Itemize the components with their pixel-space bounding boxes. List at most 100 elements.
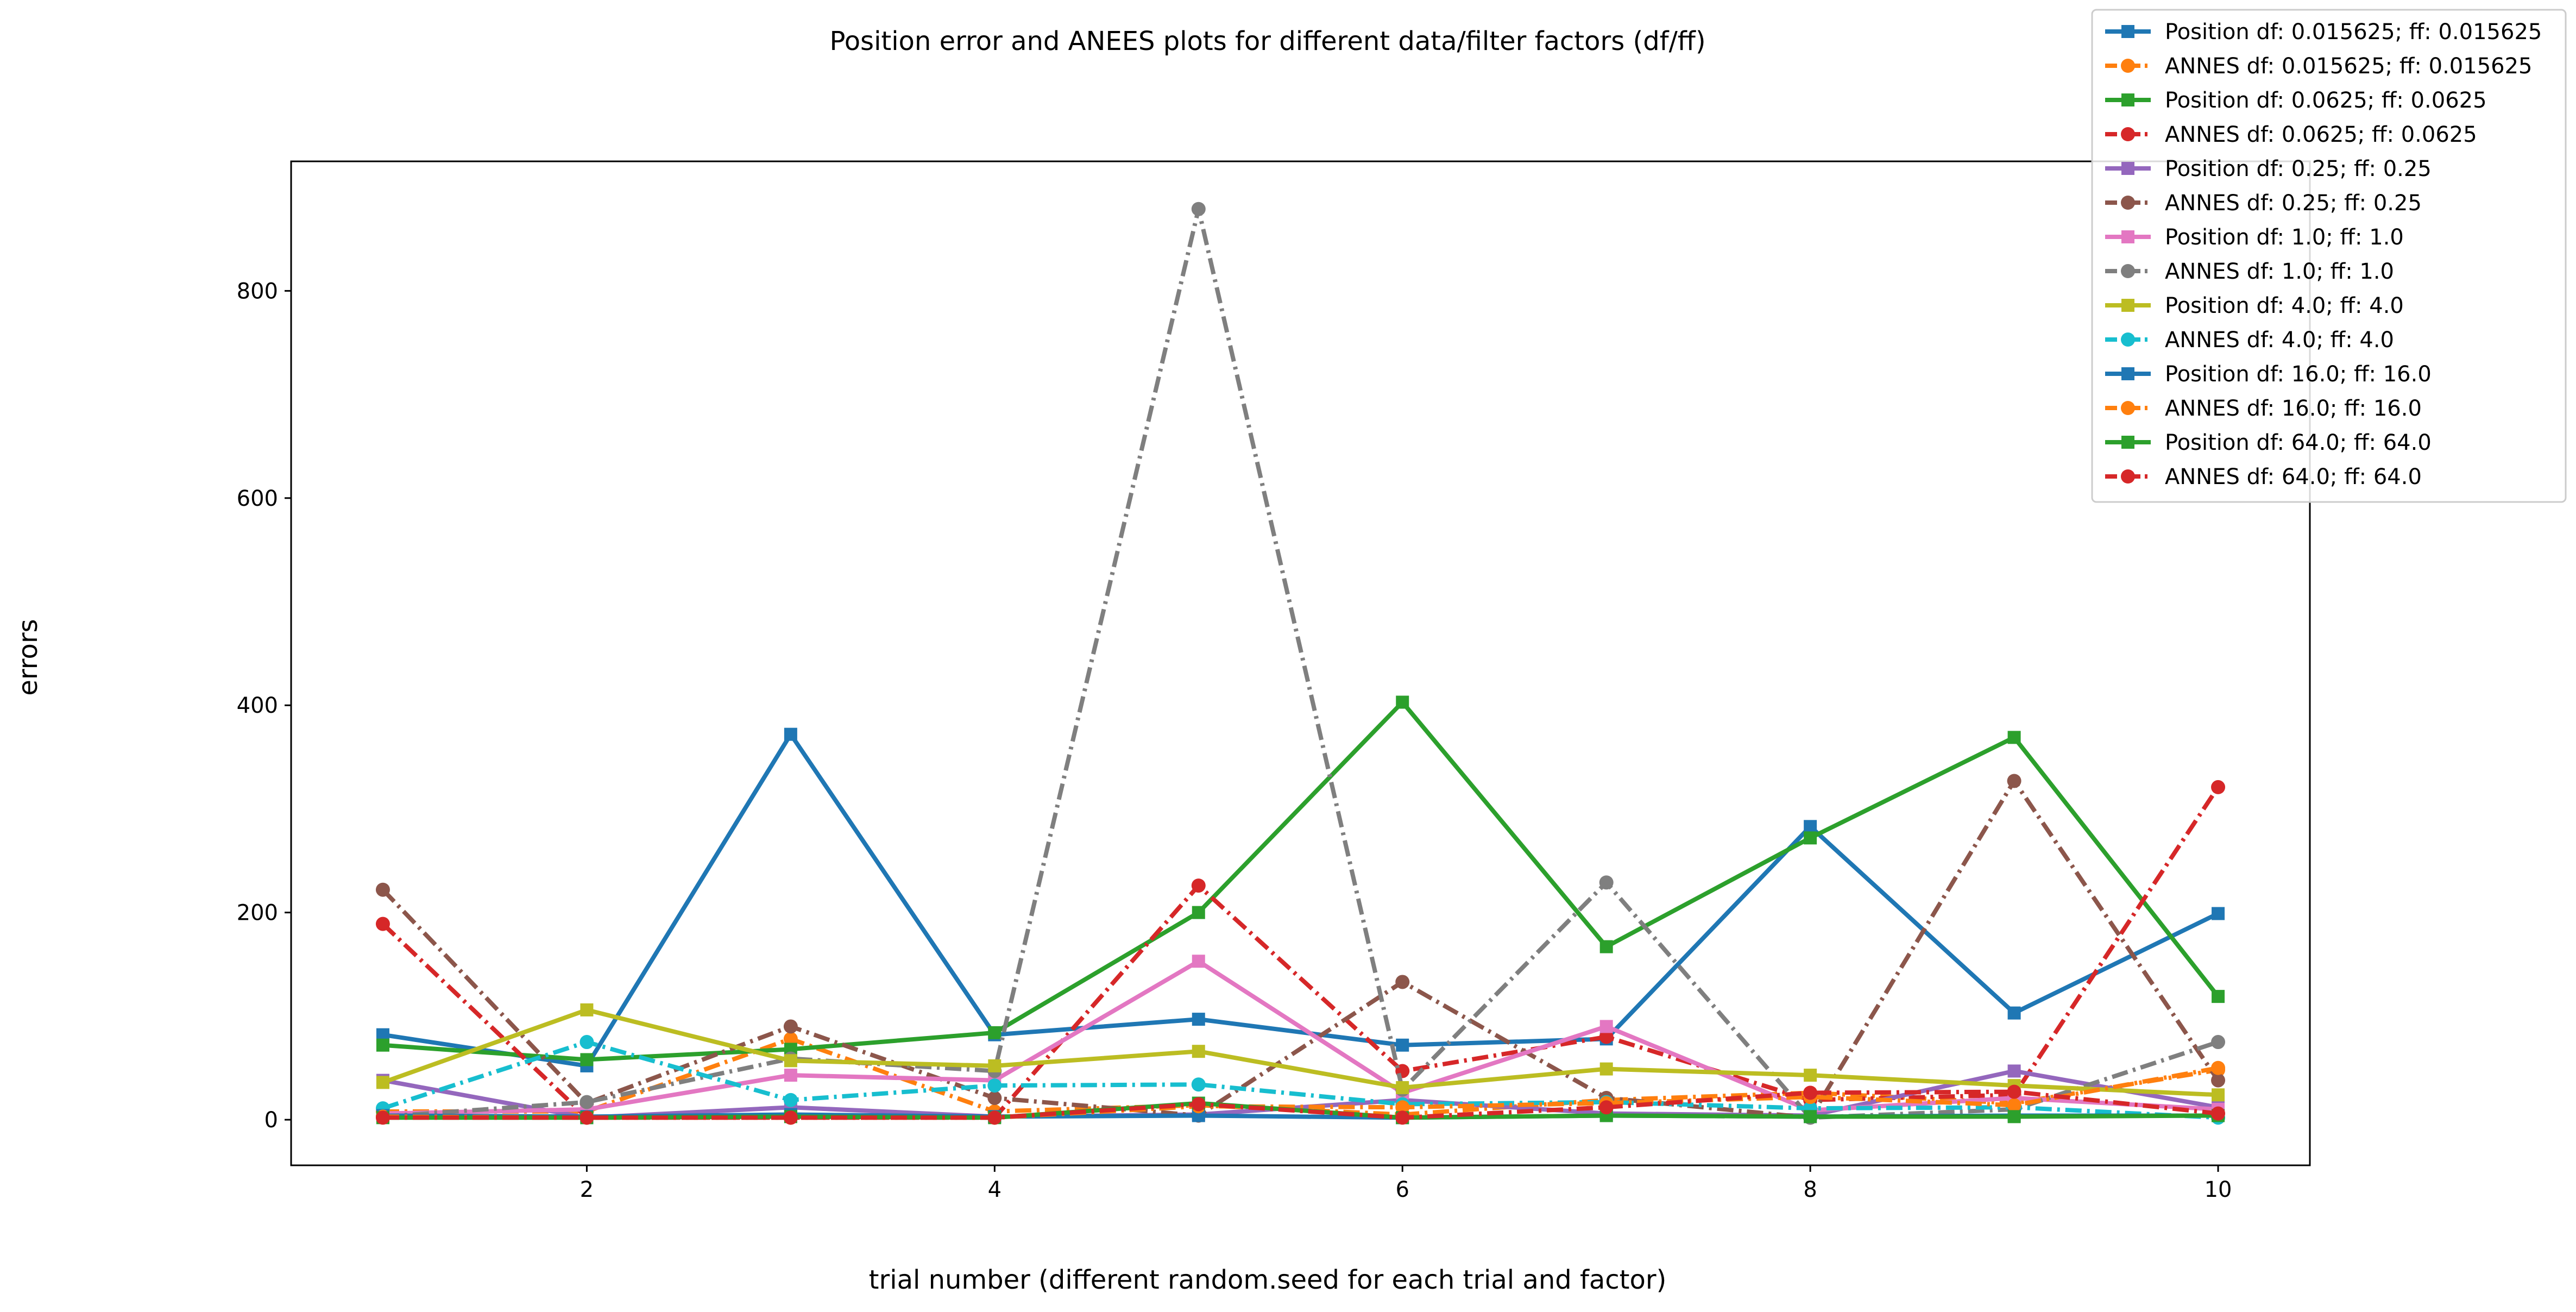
data-point (376, 1076, 389, 1089)
series-line (382, 1089, 2219, 1120)
data-point (2007, 731, 2021, 744)
y-axis-label: errors (13, 619, 43, 695)
data-point (580, 1035, 594, 1050)
legend-item: Position df: 16.0; ff: 16.0 (2105, 362, 2432, 387)
x-tick-label: 4 (988, 1177, 1002, 1202)
legend-label: Position df: 1.0; ff: 1.0 (2165, 225, 2404, 250)
data-point (1192, 1013, 1205, 1026)
x-tick-label: 10 (2205, 1177, 2232, 1202)
series-line (382, 206, 2219, 1120)
data-point (1804, 820, 1817, 833)
data-point (2211, 1073, 2226, 1088)
legend-swatch-marker (2121, 196, 2135, 210)
data-point (580, 1095, 594, 1109)
data-point (1191, 878, 1206, 893)
data-point (375, 916, 390, 931)
x-tick-label: 2 (580, 1177, 594, 1202)
data-point (783, 1093, 798, 1107)
legend: Position df: 0.015625; ff: 0.015625 ANNES… (2091, 9, 2567, 503)
data-point (1599, 875, 1614, 890)
data-point (2211, 1106, 2226, 1121)
series-14 (375, 1084, 2226, 1125)
legend-label: Position df: 4.0; ff: 4.0 (2165, 293, 2404, 318)
data-point (2007, 1006, 2021, 1020)
legend-swatch-marker (2121, 162, 2134, 175)
legend-swatch-marker (2121, 469, 2135, 484)
data-point (1599, 940, 1613, 953)
legend-label: ANNES df: 0.015625; ff: 0.015625 (2165, 54, 2532, 79)
data-point (1191, 1097, 1206, 1112)
chart-title: Position error and ANEES plots for diffe… (829, 26, 1705, 57)
data-point (1395, 975, 1410, 989)
data-point (2212, 1088, 2225, 1102)
legend-item: Position df: 0.0625; ff: 0.0625 (2105, 88, 2487, 113)
series-line (382, 732, 2219, 1068)
legend-swatch-marker (2121, 264, 2135, 278)
y-tick-label: 200 (237, 901, 278, 926)
legend-swatch-marker (2121, 230, 2134, 243)
y-tick-label: 400 (237, 693, 278, 718)
series-line (382, 1040, 2219, 1120)
data-point (1191, 1077, 1206, 1092)
data-point (784, 1069, 797, 1082)
legend-item: Position df: 64.0; ff: 64.0 (2105, 430, 2432, 455)
axis-ticks: 2 4 6 8 10 0 200 400 600 800 (237, 279, 2232, 1202)
x-axis-label: trial number (different random.seed for … (869, 1265, 1667, 1295)
data-point (1396, 1081, 1409, 1094)
data-point (1599, 1100, 1614, 1115)
legend-item: ANNES df: 0.015625; ff: 0.015625 (2105, 54, 2532, 79)
data-point (1804, 1110, 1817, 1123)
data-point (2007, 1064, 2021, 1078)
data-point (1192, 955, 1205, 968)
legend-item: ANNES df: 1.0; ff: 1.0 (2105, 259, 2394, 284)
legend-swatch-marker (2121, 401, 2135, 415)
series-1 (376, 727, 2225, 1072)
legend-label: Position df: 0.0625; ff: 0.0625 (2165, 88, 2487, 113)
legend-item: ANNES df: 0.0625; ff: 0.0625 (2105, 122, 2477, 147)
legend-label: ANNES df: 64.0; ff: 64.0 (2165, 464, 2422, 489)
legend-label: ANNES df: 16.0; ff: 16.0 (2165, 396, 2422, 421)
legend-label: ANNES df: 0.25; ff: 0.25 (2165, 191, 2422, 216)
data-point (375, 882, 390, 897)
legend-item: Position df: 4.0; ff: 4.0 (2105, 293, 2404, 318)
data-point (1396, 1038, 1409, 1052)
series-6 (375, 774, 2226, 1125)
legend-label: ANNES df: 1.0; ff: 1.0 (2165, 259, 2394, 284)
legend-label: Position df: 16.0; ff: 16.0 (2165, 362, 2432, 387)
data-point (1804, 831, 1817, 845)
data-point (1803, 1085, 1818, 1100)
data-point (1395, 1110, 1410, 1125)
series-3 (376, 695, 2225, 1066)
data-point (1804, 1069, 1817, 1082)
legend-label: ANNES df: 0.0625; ff: 0.0625 (2165, 122, 2477, 147)
data-point (2007, 1098, 2021, 1113)
series-line (382, 700, 2220, 1062)
data-point (783, 1019, 798, 1034)
data-point (987, 1091, 1002, 1106)
data-point (988, 1026, 1002, 1039)
legend-swatch-marker (2121, 59, 2135, 73)
data-point (784, 727, 797, 741)
legend-label: Position df: 64.0; ff: 64.0 (2165, 430, 2432, 455)
data-point (1395, 1100, 1410, 1115)
data-point (2212, 907, 2225, 920)
legend-label: Position df: 0.25; ff: 0.25 (2165, 156, 2432, 181)
data-point (987, 1110, 1002, 1125)
legend-swatch-marker (2121, 367, 2134, 380)
legend-swatch-marker (2121, 332, 2135, 347)
series-lines (375, 202, 2226, 1125)
legend-item: ANNES df: 64.0; ff: 64.0 (2105, 464, 2422, 489)
data-point (1192, 906, 1205, 919)
series-line (381, 786, 2220, 1120)
legend-item: Position df: 0.015625; ff: 0.015625 (2105, 20, 2542, 45)
plot-area-frame (290, 160, 2311, 1166)
data-point (1192, 1045, 1205, 1058)
data-point (988, 1059, 1002, 1072)
data-point (2007, 1084, 2021, 1099)
y-tick-label: 0 (264, 1108, 278, 1133)
series-line (381, 779, 2220, 1120)
y-tick-label: 800 (237, 279, 278, 304)
data-point (1191, 202, 1206, 216)
legend-swatch-marker (2121, 127, 2135, 141)
